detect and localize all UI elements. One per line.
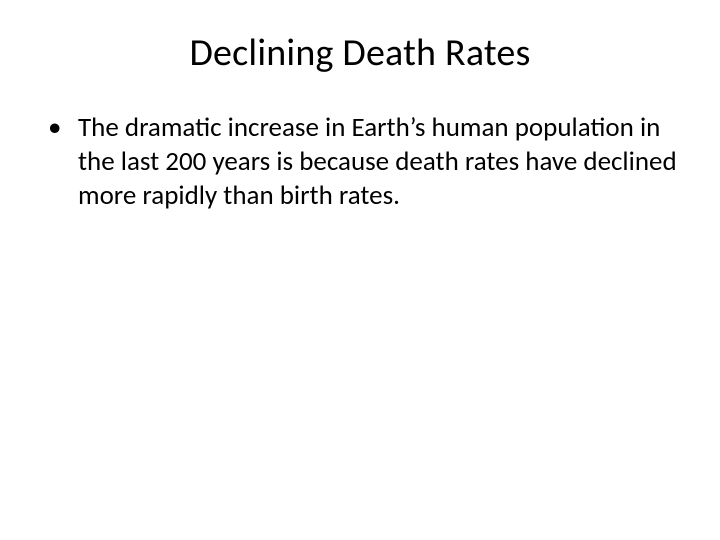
slide-title: Declining Death Rates <box>40 30 680 76</box>
slide: Declining Death Rates The dramatic incre… <box>0 0 720 540</box>
bullet-item: The dramatic increase in Earth’s human p… <box>40 111 680 212</box>
slide-body: The dramatic increase in Earth’s human p… <box>40 111 680 212</box>
bullet-list: The dramatic increase in Earth’s human p… <box>40 111 680 212</box>
